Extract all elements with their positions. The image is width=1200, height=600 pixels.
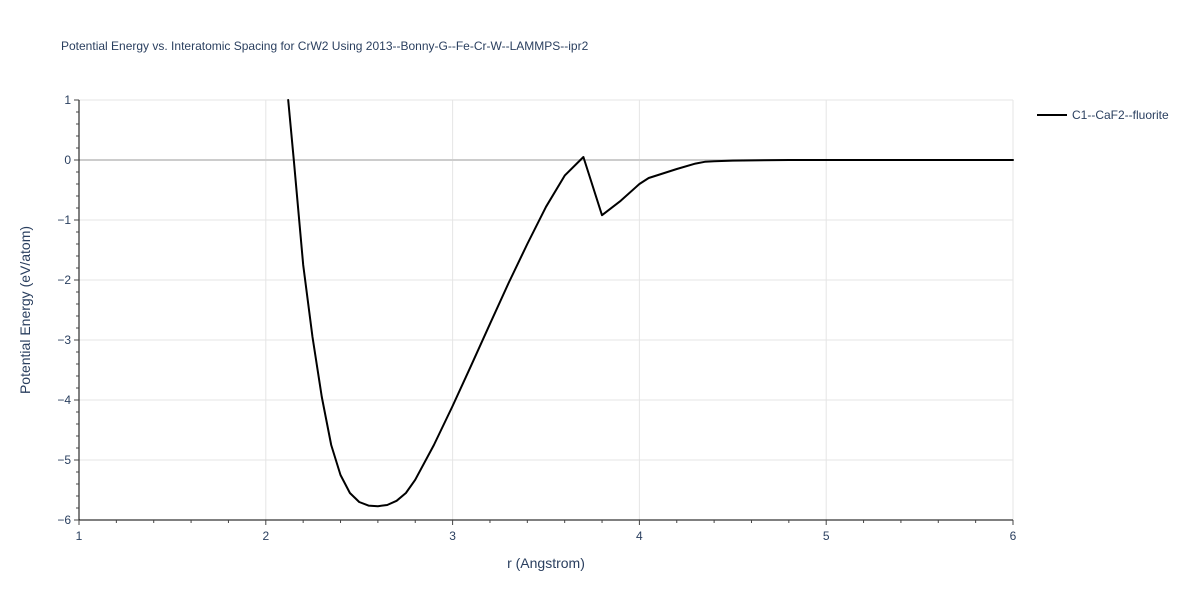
- axes: [74, 99, 1014, 525]
- chart-title: Potential Energy vs. Interatomic Spacing…: [61, 39, 589, 53]
- x-tick-label-5: 6: [1010, 529, 1017, 543]
- y-tick-label-5: −4: [57, 393, 71, 407]
- x-tick-label-3: 4: [636, 529, 643, 543]
- y-tick-label-2: −1: [57, 213, 71, 227]
- x-tick-label-4: 5: [823, 529, 830, 543]
- y-tick-label-7: −6: [57, 513, 71, 527]
- legend[interactable]: C1--CaF2--fluorite: [1037, 108, 1169, 122]
- legend-label: C1--CaF2--fluorite: [1072, 108, 1169, 122]
- y-axis-title: Potential Energy (eV/atom): [17, 226, 33, 394]
- y-tick-label-3: −2: [57, 273, 71, 287]
- y-tick-label-6: −5: [57, 453, 71, 467]
- y-tick-label-0: 1: [64, 93, 71, 107]
- x-axis-title: r (Angstrom): [507, 555, 585, 571]
- y-tick-label-4: −3: [57, 333, 71, 347]
- x-tick-label-2: 3: [449, 529, 456, 543]
- y-tick-label-1: 0: [64, 153, 71, 167]
- series-line-0: [287, 99, 1014, 508]
- x-tick-label-0: 1: [76, 529, 83, 543]
- tick-labels: 1 2 3 4 5 6 1 0 −1 −2 −3 −4 −5 −6: [57, 93, 1016, 543]
- series-layer: [287, 99, 1014, 508]
- x-tick-label-1: 2: [262, 529, 269, 543]
- plot-area: [79, 100, 1013, 520]
